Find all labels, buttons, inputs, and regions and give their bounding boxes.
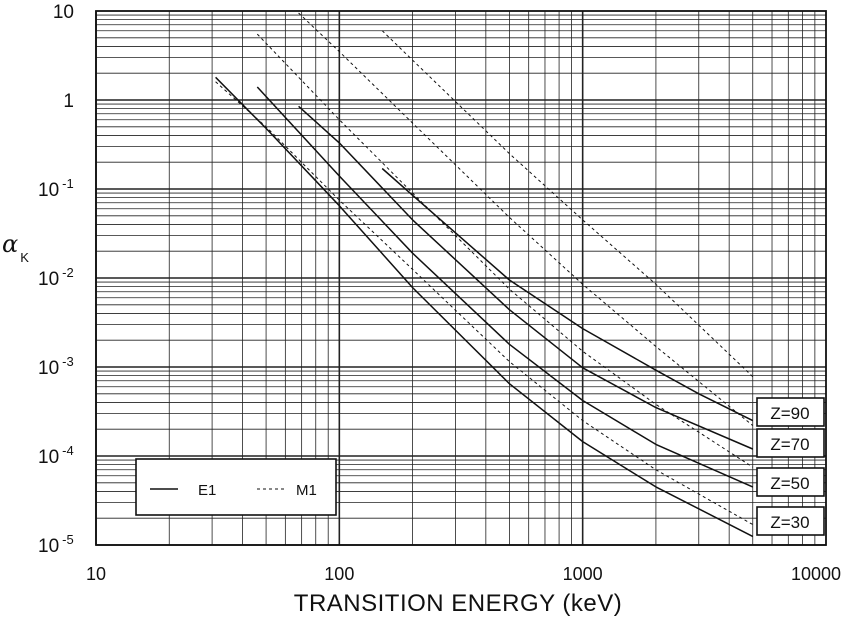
y-axis-label-symbol: α <box>2 230 18 258</box>
z-label-box-70 <box>756 428 825 458</box>
y-tick-label: 10 <box>53 2 74 23</box>
z-label-box-30 <box>756 506 825 536</box>
series-m1-z70 <box>298 12 754 426</box>
z-labels: Z=90 Z=70 Z=50 Z=30 <box>756 397 825 536</box>
y-tick-base: 10 <box>38 536 59 557</box>
x-tick-label: 1000 <box>563 564 603 584</box>
x-axis-tick-labels: 10 100 1000 10000 <box>86 564 841 584</box>
y-tick-base: 10 <box>38 180 59 201</box>
grid <box>95 10 827 546</box>
y-tick-base: 10 <box>38 358 59 379</box>
series-e1-z90 <box>381 167 754 422</box>
y-tick-base: 1 <box>63 91 74 112</box>
y-tick-exponent: -5 <box>62 532 74 547</box>
y-tick-label: 1 <box>63 91 74 112</box>
legend: E1 M1 <box>135 458 337 516</box>
z-label-90: Z=90 <box>770 404 809 423</box>
legend-label-m1: M1 <box>296 482 317 499</box>
y-tick-base: 10 <box>53 2 74 23</box>
y-tick-exponent: -1 <box>62 176 74 191</box>
plot-frame <box>95 10 827 546</box>
y-tick-base: 10 <box>38 447 59 468</box>
z-label-box-50 <box>756 467 825 497</box>
y-tick-label: 10 -1 <box>38 176 74 201</box>
y-tick-label: 10 -2 <box>38 265 74 290</box>
z-label-box-90 <box>756 397 825 427</box>
legend-label-e1: E1 <box>198 482 216 499</box>
z-label-70: Z=70 <box>770 435 809 454</box>
y-tick-exponent: -2 <box>62 265 74 280</box>
x-tick-label: 10000 <box>791 564 841 584</box>
series-m1-z30 <box>215 81 753 525</box>
y-axis-label-subscript: K <box>20 250 29 265</box>
y-tick-base: 10 <box>38 269 59 290</box>
x-tick-label: 100 <box>324 564 354 584</box>
series-e1-z50 <box>256 86 754 488</box>
y-tick-exponent: -4 <box>62 443 74 458</box>
legend-box <box>135 458 337 516</box>
y-tick-label: 10 -4 <box>38 443 74 468</box>
x-axis-label: TRANSITION ENERGY (keV) <box>294 590 622 617</box>
y-tick-label: 10 -5 <box>38 532 74 557</box>
z-label-50: Z=50 <box>770 474 809 493</box>
series-e1-z70 <box>298 105 753 450</box>
curves <box>215 12 754 538</box>
y-tick-label: 10 -3 <box>38 354 74 379</box>
y-tick-exponent: -3 <box>62 354 74 369</box>
x-tick-label: 10 <box>86 564 106 584</box>
z-label-30: Z=30 <box>770 513 809 532</box>
series-e1-z30 <box>215 76 754 538</box>
